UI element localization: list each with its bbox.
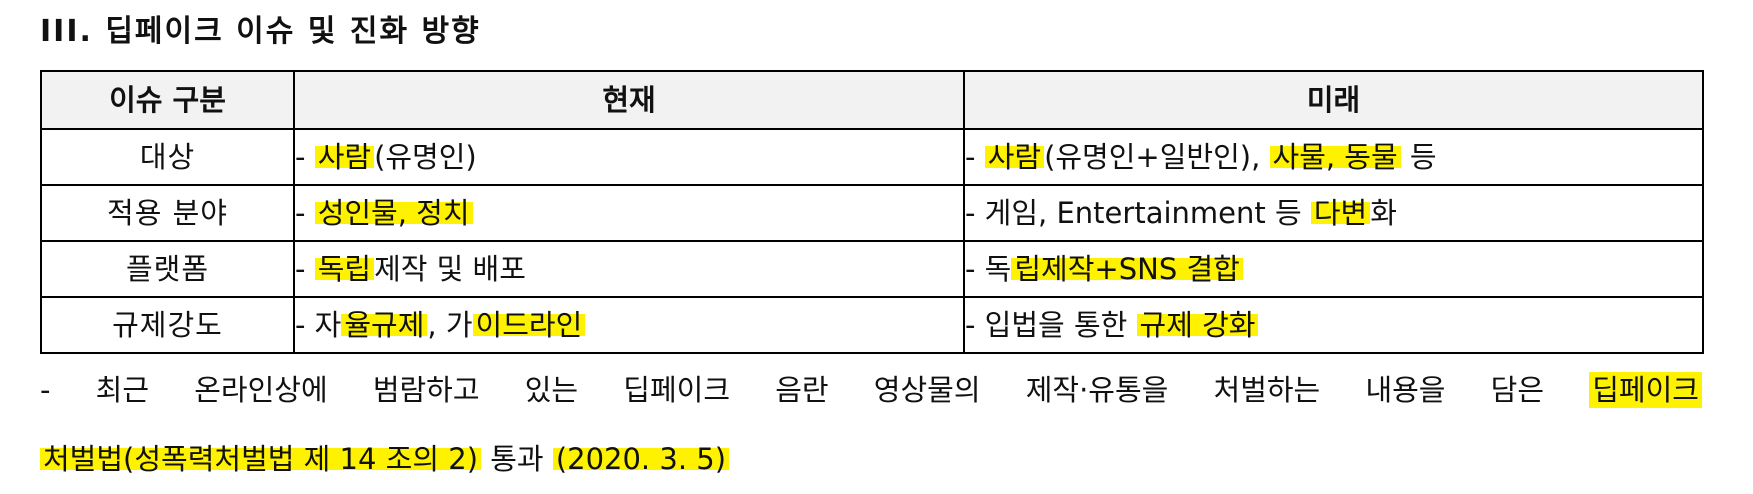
note-word: 담은 <box>1490 373 1545 407</box>
highlighted-text: 사람 <box>984 140 1045 174</box>
row-category: 적용 분야 <box>40 184 295 242</box>
note-word: 음란 <box>775 373 829 407</box>
note-line-2: 처벌법(성폭력처벌법 제 14 조의 2) 통과 (2020. 3. 5) <box>40 431 1702 487</box>
text: - <box>965 140 985 174</box>
note-word: 있는 <box>524 373 579 407</box>
future-cell: - 입법을 통한 규제 강화 <box>963 296 1704 354</box>
text: - <box>295 196 315 230</box>
future-cell: - 게임, Entertainment 등 다변 화 <box>963 184 1704 242</box>
text: 등 <box>1400 140 1437 174</box>
text: , 가 <box>427 308 473 342</box>
header-issue-category: 이슈 구분 <box>40 70 295 130</box>
table-header-row: 이슈 구분 현재 미래 <box>40 70 1704 130</box>
text: - <box>295 252 315 286</box>
highlighted-text: 이드라인 <box>472 308 586 342</box>
text: 통과 <box>481 442 553 476</box>
highlighted-text: 성인물, 정치 <box>314 196 473 230</box>
row-category: 대상 <box>40 128 295 186</box>
current-cell: - 사람 (유명인) <box>293 128 965 186</box>
highlighted-text: 다변 <box>1310 196 1371 230</box>
text: - <box>295 140 315 174</box>
current-cell: - 독립 제작 및 배포 <box>293 240 965 298</box>
current-cell: - 자 율규제, 가 이드라인 <box>293 296 965 354</box>
highlighted-text: 사물, 동물 <box>1269 140 1401 174</box>
future-cell: - 사람 (유명인+일반인), 사물, 동물 등 <box>963 128 1704 186</box>
text: (유명인) <box>374 140 477 174</box>
note-word: 내용을 <box>1365 373 1446 407</box>
text: - 게임, Entertainment 등 <box>965 196 1311 230</box>
text: - 자 <box>295 308 342 342</box>
note-word: 제작·유통을 <box>1025 373 1169 407</box>
deepfake-issue-table: 이슈 구분 현재 미래 대상 - 사람 (유명인) - 사람 (유명인+일반인), … <box>40 70 1704 354</box>
note-word: 딥페이크 <box>623 373 731 407</box>
note-word: - <box>40 373 51 407</box>
text: 제작 및 배포 <box>374 252 526 286</box>
row-category: 플랫폼 <box>40 240 295 298</box>
table-row: 대상 - 사람 (유명인) - 사람 (유명인+일반인), 사물, 동물 등 <box>40 128 1704 186</box>
current-cell: - 성인물, 정치 <box>293 184 965 242</box>
text: - 독 <box>965 252 1012 286</box>
header-current: 현재 <box>293 70 965 130</box>
note-word: 처벌하는 <box>1213 373 1321 407</box>
highlighted-text: 딥페이크 <box>1589 362 1702 418</box>
note-line-1: - 최근 온라인상에 범람하고 있는 딥페이크 음란 영상물의 제작·유통을 처… <box>40 362 1702 418</box>
highlighted-text: 독립 <box>314 252 375 286</box>
table-row: 적용 분야 - 성인물, 정치 - 게임, Entertainment 등 다변… <box>40 184 1704 242</box>
future-cell: - 독 립제작+SNS 결합 <box>963 240 1704 298</box>
highlighted-text: 처벌법(성폭력처벌법 제 14 조의 2) <box>40 442 482 476</box>
note-word: 영상물의 <box>873 373 981 407</box>
text: (유명인+일반인), <box>1044 140 1270 174</box>
note-word: 온라인상에 <box>194 373 328 407</box>
table-row: 규제강도 - 자 율규제, 가 이드라인 - 입법을 통한 규제 강화 <box>40 296 1704 354</box>
highlighted-text: 율규제 <box>341 308 428 342</box>
text: - 입법을 통한 <box>965 308 1137 342</box>
highlighted-text: 규제 강화 <box>1136 308 1259 342</box>
highlighted-date: (2020. 3. 5) <box>552 442 730 476</box>
highlighted-text: 립제작+SNS 결합 <box>1011 252 1243 286</box>
highlighted-text: 사람 <box>314 140 375 174</box>
text: 화 <box>1370 196 1397 230</box>
note-word: 최근 <box>95 373 150 407</box>
header-future: 미래 <box>963 70 1704 130</box>
table-row: 플랫폼 - 독립 제작 및 배포 - 독 립제작+SNS 결합 <box>40 240 1704 298</box>
row-category: 규제강도 <box>40 296 295 354</box>
note-word: 범람하고 <box>372 373 480 407</box>
section-heading: III. 딥페이크 이슈 및 진화 방향 <box>40 14 481 49</box>
